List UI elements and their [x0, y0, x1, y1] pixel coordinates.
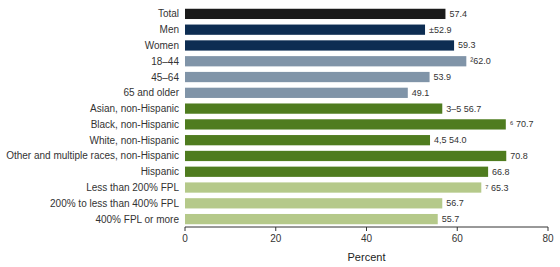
data-label: 4,5 54.0: [434, 135, 467, 145]
bar: [185, 103, 442, 113]
x-axis: 0 20 40 60 80 Percent: [182, 227, 554, 263]
x-tick: [548, 227, 549, 231]
bar: [185, 182, 481, 192]
bar: [185, 72, 430, 82]
x-tick-label: 0: [182, 233, 188, 244]
category-label: Less than 200% FPL: [86, 182, 179, 193]
x-axis-title: Percent: [348, 251, 386, 263]
x-tick-label: 80: [542, 233, 554, 244]
category-label: 200% to less than 400% FPL: [50, 198, 179, 209]
data-label: ²62.0: [470, 56, 491, 66]
category-label: White, non-Hispanic: [90, 135, 179, 146]
bar: [185, 56, 466, 66]
bar: [185, 135, 430, 145]
category-label: Total: [158, 8, 179, 19]
bar: [185, 119, 506, 129]
category-label: 45–64: [151, 72, 179, 83]
data-label: 49.1: [412, 88, 430, 98]
bars: [185, 9, 506, 224]
bar: [185, 167, 488, 177]
data-label: 55.7: [442, 214, 460, 224]
bar: [185, 9, 445, 19]
data-label: 66.8: [492, 167, 510, 177]
category-label: 400% FPL or more: [95, 214, 179, 225]
category-label: Black, non-Hispanic: [91, 119, 179, 130]
category-label: 18–44: [151, 56, 179, 67]
data-label: ⁷ 65.3: [485, 183, 508, 193]
x-tick: [185, 227, 186, 231]
data-label: 3–5 56.7: [446, 104, 481, 114]
category-label: 65 and older: [123, 87, 179, 98]
bar: [185, 25, 425, 35]
data-label: 70.8: [510, 151, 528, 161]
category-label: Men: [160, 24, 179, 35]
x-tick: [457, 227, 458, 231]
x-tick-label: 40: [361, 233, 373, 244]
bar: [185, 214, 438, 224]
x-tick-label: 20: [270, 233, 282, 244]
category-label: Asian, non-Hispanic: [90, 103, 179, 114]
category-label: Hispanic: [141, 166, 179, 177]
chart: Total Men Women 18–44 45–64 65 and older Asian…: [0, 0, 560, 267]
y-axis-labels: Total Men Women 18–44 45–64 65 and older Asian…: [6, 8, 180, 224]
bar: [185, 40, 454, 50]
data-labels: 57.4 ±52.9 59.3 ²62.0 53.9 49.1 3–5 56.7 ⁶ 70.7…: [412, 9, 534, 224]
data-label: 53.9: [434, 72, 452, 82]
data-label: 57.4: [449, 9, 467, 19]
data-label: 56.7: [446, 198, 464, 208]
bar: [185, 151, 506, 161]
category-label: Women: [145, 40, 179, 51]
bar: [185, 88, 408, 98]
data-label: ±52.9: [429, 25, 451, 35]
data-label: ⁶ 70.7: [510, 119, 534, 129]
data-label: 59.3: [458, 40, 476, 50]
x-tick: [275, 227, 276, 231]
bar: [185, 198, 442, 208]
chart-container: Total Men Women 18–44 45–64 65 and older Asian…: [0, 0, 560, 267]
x-tick: [366, 227, 367, 231]
category-label: Other and multiple races, non-Hispanic: [6, 150, 179, 161]
x-tick-label: 60: [452, 233, 464, 244]
